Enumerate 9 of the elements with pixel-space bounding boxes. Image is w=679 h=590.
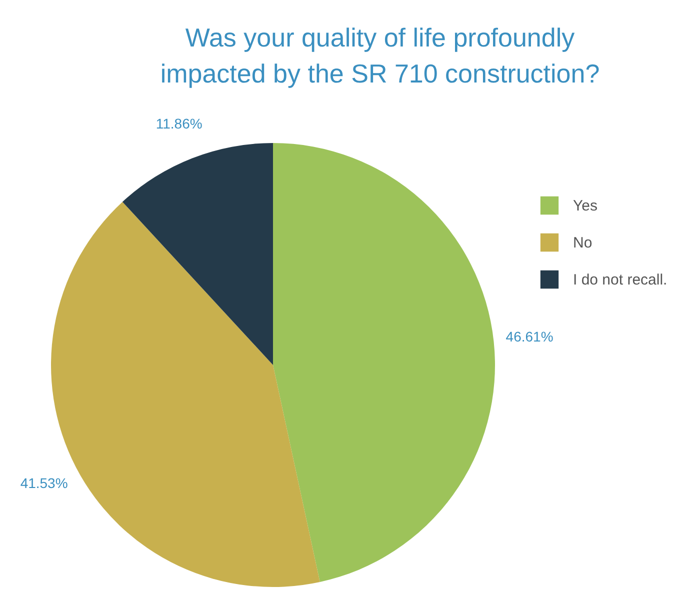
data-label: 11.86% [156, 116, 202, 132]
data-label: 41.53% [20, 474, 68, 491]
legend-label: I do not recall. [573, 272, 668, 288]
legend-label: Yes [573, 198, 598, 214]
pie-slice [122, 143, 273, 365]
chart-title: Was your quality of life profoundly impacted by the SR 710 construction? [160, 22, 600, 89]
data-label: 46.61% [506, 328, 554, 345]
legend-label: No [573, 234, 592, 252]
pie-slice [273, 143, 495, 582]
